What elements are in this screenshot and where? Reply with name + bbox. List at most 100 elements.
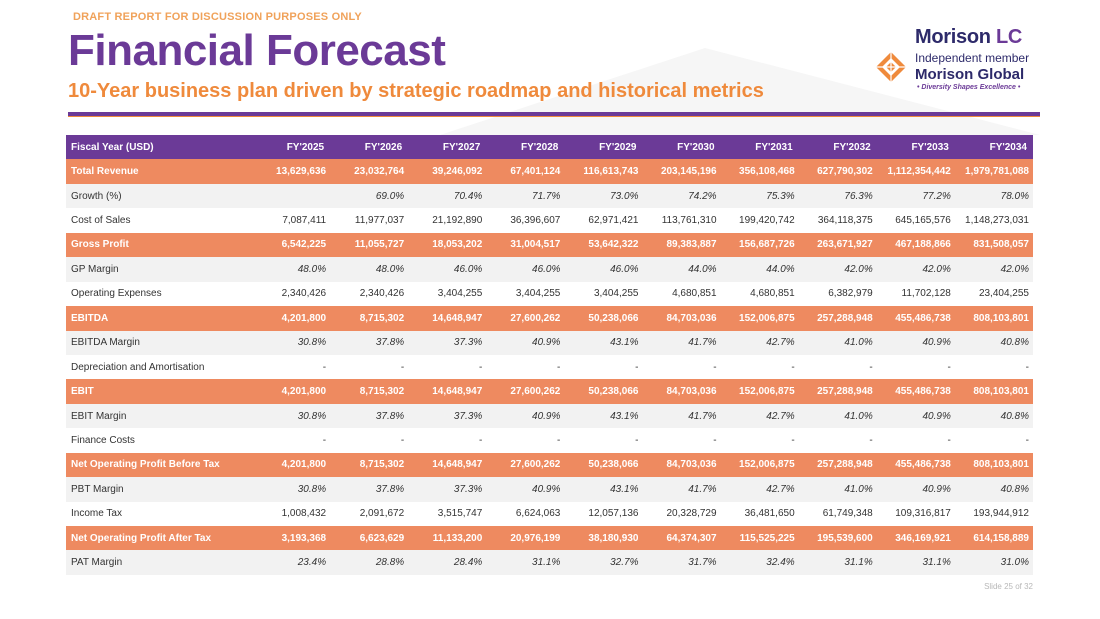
table-row: PAT Margin 23.4% 28.8% 28.4% 31.1% 32.7% 31.7%… bbox=[66, 550, 1033, 575]
table-cell: 31.1% bbox=[876, 550, 955, 575]
table-cell: 30.8% bbox=[252, 403, 331, 429]
table-cell: 2,091,672 bbox=[330, 501, 409, 526]
table-cell: 31.7% bbox=[642, 550, 721, 575]
table-cell: 18,053,202 bbox=[408, 232, 487, 258]
table-cell: 116,613,743 bbox=[564, 159, 643, 184]
table-cell: 346,169,921 bbox=[876, 526, 955, 551]
table-cell: 13,629,636 bbox=[252, 159, 331, 184]
table-cell: 43.1% bbox=[564, 330, 643, 355]
table-cell: 113,761,310 bbox=[642, 208, 721, 233]
table-cell: 42.0% bbox=[876, 257, 955, 282]
column-header-year: FY'2029 bbox=[564, 135, 643, 160]
table-cell: 199,420,742 bbox=[720, 208, 799, 233]
table-row: PBT Margin 30.8% 37.8% 37.3% 40.9% 43.1% 41.7%… bbox=[66, 477, 1033, 502]
row-label: EBITDA Margin bbox=[66, 330, 252, 355]
table-cell: 40.9% bbox=[486, 330, 565, 355]
table-body: Total Revenue 13,629,636 23,032,764 39,246,… bbox=[66, 159, 1033, 575]
table-cell: 8,715,302 bbox=[330, 306, 409, 331]
table-cell: 41.7% bbox=[642, 477, 721, 502]
table-cell: - bbox=[408, 428, 487, 453]
table-cell: - bbox=[408, 354, 487, 380]
divider-orange bbox=[68, 116, 1040, 117]
table-cell: 42.0% bbox=[798, 257, 877, 282]
table-cell: 44.0% bbox=[720, 257, 799, 282]
table-cell: - bbox=[330, 428, 409, 453]
table-cell: - bbox=[720, 428, 799, 453]
table-row: EBITDA Margin 30.8% 37.8% 37.3% 40.9% 43.1% 41… bbox=[66, 330, 1033, 355]
page-subtitle: 10-Year business plan driven by strategi… bbox=[68, 80, 764, 102]
table-cell: 46.0% bbox=[564, 257, 643, 282]
table-cell: 6,382,979 bbox=[798, 281, 877, 307]
table-cell: 31.1% bbox=[798, 550, 877, 575]
table-cell: 4,201,800 bbox=[252, 379, 331, 404]
table-row: EBIT Margin 30.8% 37.8% 37.3% 40.9% 43.1% 41.7… bbox=[66, 403, 1033, 429]
table-cell: 43.1% bbox=[564, 477, 643, 502]
slide-number: Slide 25 of 32 bbox=[984, 582, 1033, 591]
table-cell: 37.3% bbox=[408, 330, 487, 355]
financial-forecast-table: Fiscal Year (USD) FY'2025 FY'2026 FY'2027 F… bbox=[66, 135, 1033, 575]
row-label: Finance Costs bbox=[66, 428, 252, 453]
table-cell: 84,703,036 bbox=[642, 306, 721, 331]
table-cell: 6,542,225 bbox=[252, 232, 331, 258]
table-cell: 2,340,426 bbox=[330, 281, 409, 307]
table-cell: - bbox=[876, 428, 955, 453]
table-cell: 195,539,600 bbox=[798, 526, 877, 551]
table-cell: 257,288,948 bbox=[798, 452, 877, 478]
table-cell: - bbox=[954, 354, 1033, 380]
table-cell: - bbox=[564, 428, 643, 453]
table-row: EBIT 4,201,800 8,715,302 14,648,947 27,600,2… bbox=[66, 379, 1033, 404]
table-cell: 1,008,432 bbox=[252, 501, 331, 526]
table-cell: 4,201,800 bbox=[252, 452, 331, 478]
table-cell: 193,944,912 bbox=[954, 501, 1033, 526]
row-label: PBT Margin bbox=[66, 477, 252, 502]
row-label: Total Revenue bbox=[66, 159, 252, 184]
table-cell: 50,238,066 bbox=[564, 379, 643, 404]
table-cell: 3,404,255 bbox=[408, 281, 487, 307]
table-cell: 808,103,801 bbox=[954, 452, 1033, 478]
table-cell: 27,600,262 bbox=[486, 379, 565, 404]
table-cell: 61,749,348 bbox=[798, 501, 877, 526]
table-cell: - bbox=[798, 354, 877, 380]
table-cell: 356,108,468 bbox=[720, 159, 799, 184]
table-cell: 41.0% bbox=[798, 330, 877, 355]
table-cell: 11,055,727 bbox=[330, 232, 409, 258]
table-cell: 42.7% bbox=[720, 403, 799, 429]
column-header-year: FY'2025 bbox=[252, 135, 331, 160]
table-cell: 40.9% bbox=[876, 477, 955, 502]
table-cell: 42.7% bbox=[720, 477, 799, 502]
table-cell: 1,979,781,088 bbox=[954, 159, 1033, 184]
table-cell: 30.8% bbox=[252, 477, 331, 502]
table-cell: 27,600,262 bbox=[486, 452, 565, 478]
table-cell: 31.1% bbox=[486, 550, 565, 575]
table-cell: 257,288,948 bbox=[798, 379, 877, 404]
table-cell: 808,103,801 bbox=[954, 306, 1033, 331]
table-cell: 21,192,890 bbox=[408, 208, 487, 233]
table-cell: 40.9% bbox=[486, 403, 565, 429]
morison-logo: Morison LC Independent member Morison Gl… bbox=[875, 26, 1040, 96]
table-cell: 37.3% bbox=[408, 403, 487, 429]
column-header-label: Fiscal Year (USD) bbox=[66, 135, 252, 160]
table-cell: 42.0% bbox=[954, 257, 1033, 282]
table-cell: 808,103,801 bbox=[954, 379, 1033, 404]
table-cell: 64,374,307 bbox=[642, 526, 721, 551]
table-cell: 14,648,947 bbox=[408, 379, 487, 404]
table-cell: 39,246,092 bbox=[408, 159, 487, 184]
row-label: Net Operating Profit Before Tax bbox=[66, 452, 252, 478]
table-cell: - bbox=[954, 428, 1033, 453]
table-row: Growth (%) 69.0% 70.4% 71.7% 73.0% 74.2% 75.3%… bbox=[66, 183, 1033, 209]
table-cell: 32.7% bbox=[564, 550, 643, 575]
table-cell: 14,648,947 bbox=[408, 306, 487, 331]
table-row: EBITDA 4,201,800 8,715,302 14,648,947 27,600… bbox=[66, 306, 1033, 331]
table-row: Operating Expenses 2,340,426 2,340,426 3,40… bbox=[66, 281, 1033, 307]
table-cell: 8,715,302 bbox=[330, 379, 409, 404]
page-title: Financial Forecast bbox=[68, 26, 446, 75]
table-cell: 156,687,726 bbox=[720, 232, 799, 258]
table-row: Total Revenue 13,629,636 23,032,764 39,246,… bbox=[66, 159, 1033, 184]
table-cell: - bbox=[252, 428, 331, 453]
table-cell: 78.0% bbox=[954, 183, 1033, 209]
table-cell: 4,680,851 bbox=[720, 281, 799, 307]
table-cell: 115,525,225 bbox=[720, 526, 799, 551]
divider-purple bbox=[68, 112, 1040, 116]
table-cell: 152,006,875 bbox=[720, 306, 799, 331]
row-label: Gross Profit bbox=[66, 232, 252, 258]
